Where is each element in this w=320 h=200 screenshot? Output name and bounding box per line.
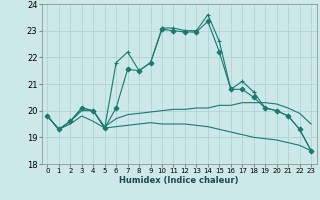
X-axis label: Humidex (Indice chaleur): Humidex (Indice chaleur): [119, 176, 239, 185]
